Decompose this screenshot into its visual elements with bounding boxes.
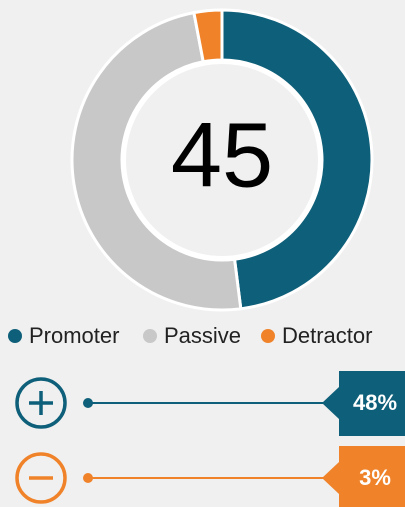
inner-ring [122, 60, 322, 260]
legend-label: Passive [164, 323, 241, 348]
legend-dot [261, 329, 275, 343]
legend-label: Detractor [282, 323, 372, 348]
indicator-dot [83, 473, 93, 483]
value-label: 3% [359, 465, 391, 490]
value-label: 48% [353, 390, 397, 415]
legend-dot [8, 329, 22, 343]
indicator-icon [15, 377, 67, 429]
score: 45 [171, 104, 273, 206]
legend-label: Promoter [29, 323, 119, 348]
legend-dot [143, 329, 157, 343]
value-box [322, 371, 405, 436]
indicator-icon [15, 452, 67, 504]
value-box [322, 446, 405, 507]
indicator-dot [83, 398, 93, 408]
